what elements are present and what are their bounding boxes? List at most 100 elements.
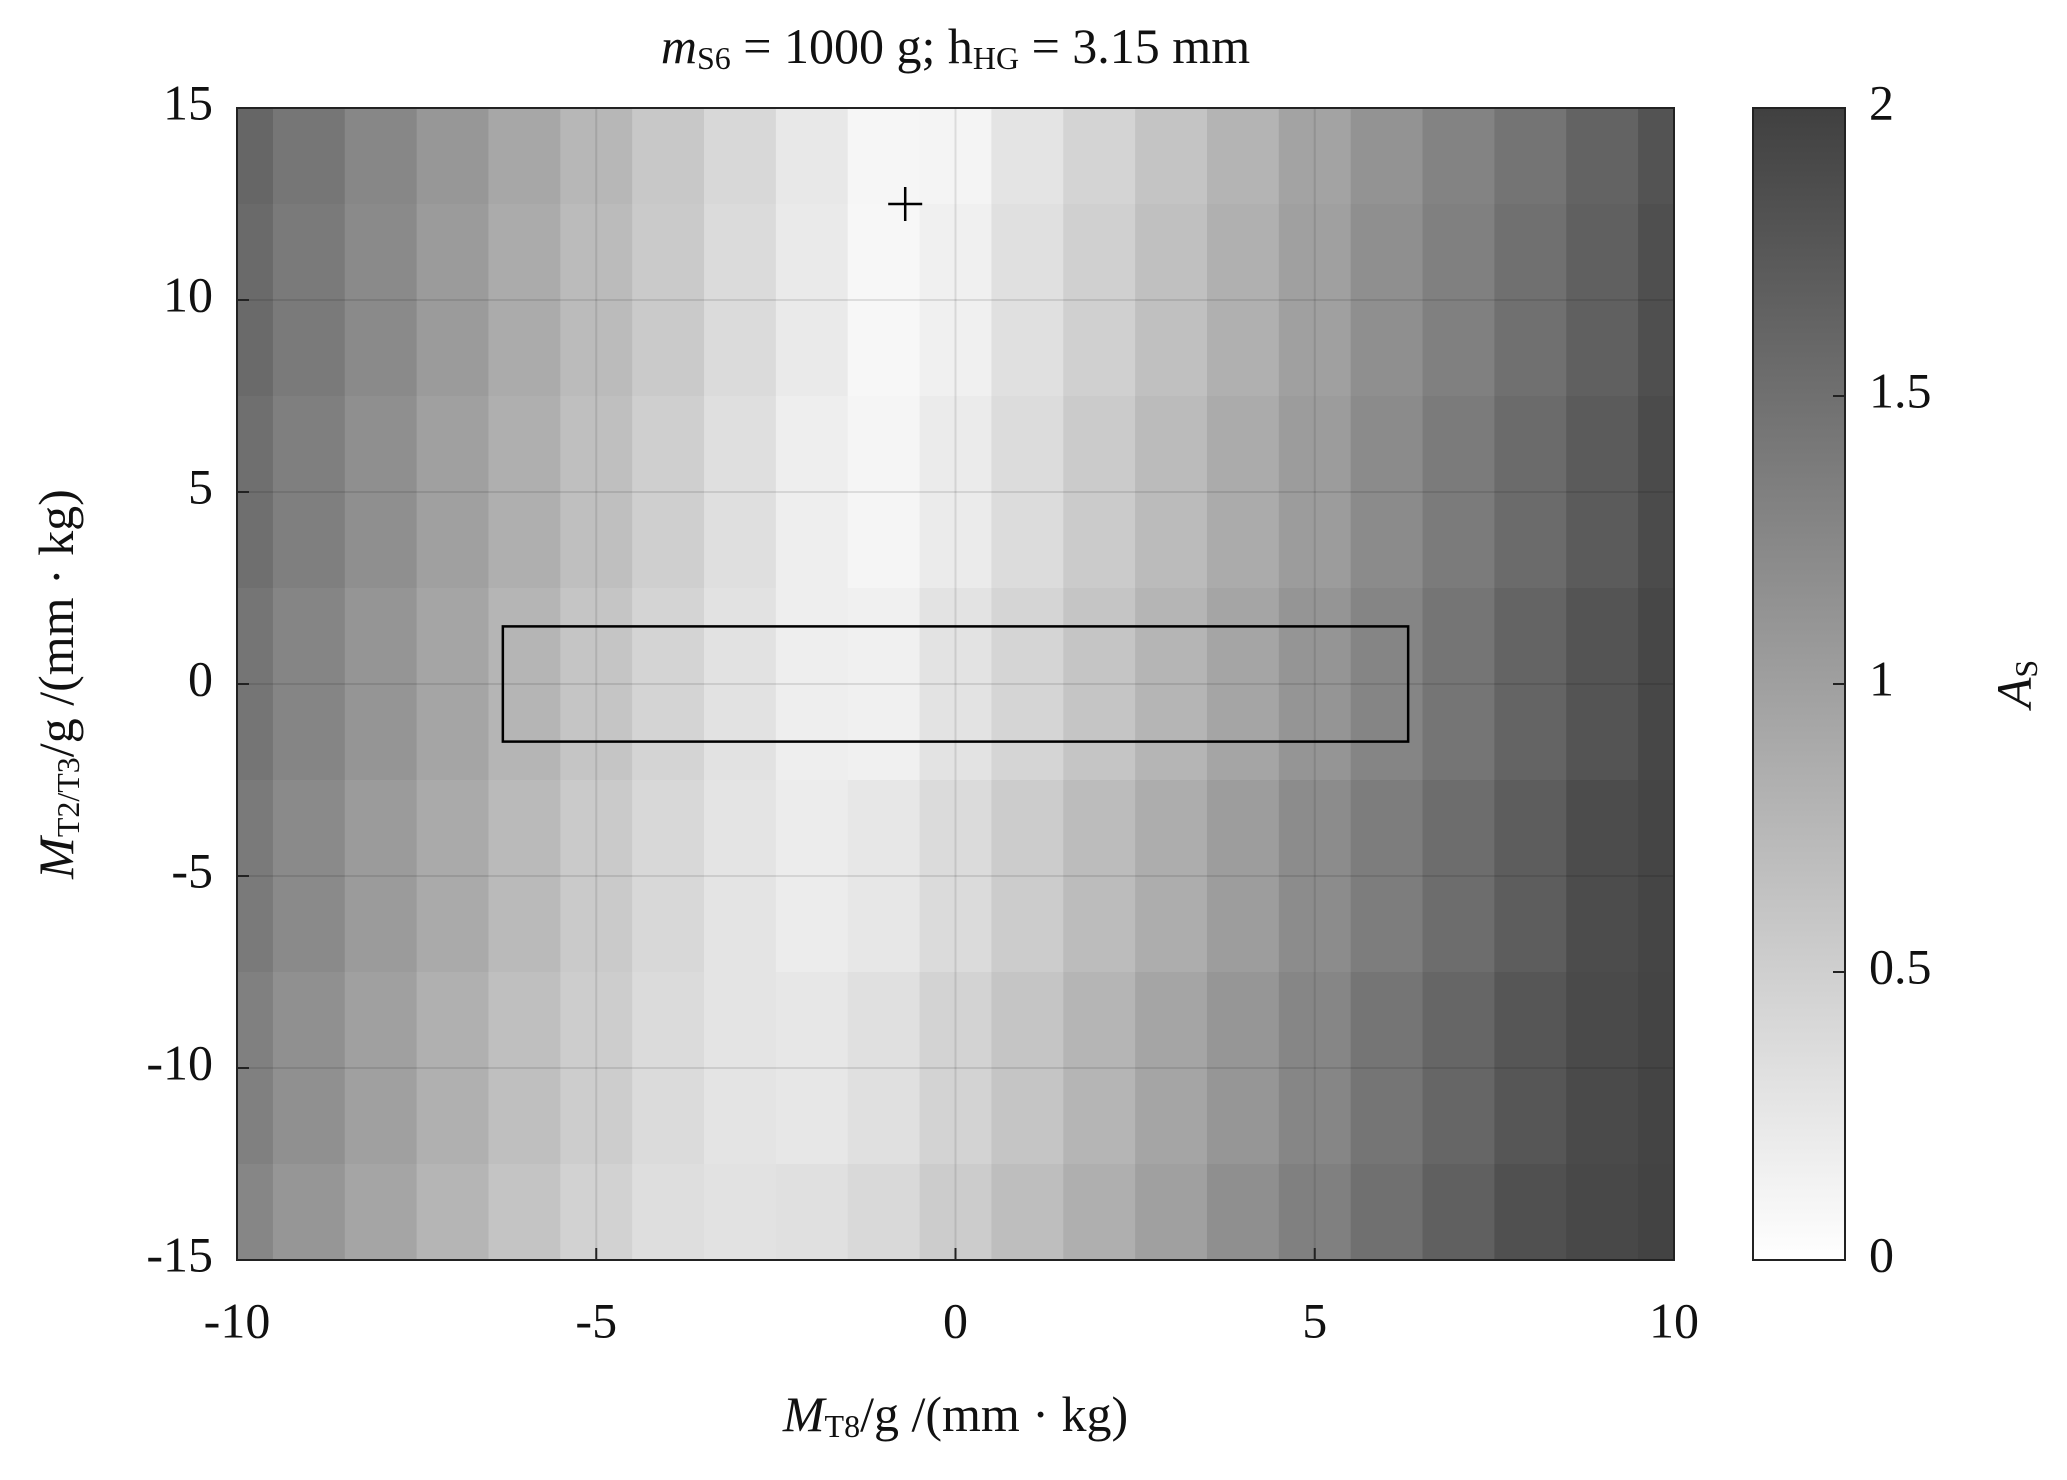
heat-cell xyxy=(1566,972,1639,1165)
heat-cell xyxy=(1494,588,1567,781)
colorbar-tick-label: 2 xyxy=(1869,74,1894,130)
heat-cell xyxy=(560,972,633,1165)
heat-cell xyxy=(847,396,921,589)
heat-cell xyxy=(847,204,921,397)
heat-cell xyxy=(1063,972,1136,1165)
heat-cell xyxy=(919,588,993,781)
heat-cell xyxy=(1135,1164,1208,1260)
heat-cell xyxy=(1063,780,1136,973)
colorbar_label-part: A xyxy=(1986,677,2042,711)
heat-cell xyxy=(560,396,633,589)
heat-cell xyxy=(488,588,561,781)
heat-cell xyxy=(1494,396,1567,589)
heat-cell xyxy=(632,108,705,205)
x-axis-label: MT8/g /(mm · kg) xyxy=(782,1386,1128,1444)
heat-cell xyxy=(272,1164,346,1260)
heat-cell xyxy=(560,1164,633,1260)
optimum-marker xyxy=(888,187,923,221)
heat-cell xyxy=(919,780,993,973)
heat-cell xyxy=(1278,1164,1352,1260)
heat-cell xyxy=(1638,588,1674,781)
heat-cell xyxy=(847,780,921,973)
heat-cell xyxy=(1422,396,1495,589)
heat-cell xyxy=(919,972,993,1165)
colorbar-tick-label: 0 xyxy=(1869,1226,1894,1282)
heat-cell xyxy=(1422,108,1495,205)
heat-cell xyxy=(1135,972,1208,1165)
heat-cell xyxy=(632,1164,705,1260)
heat-cell xyxy=(560,204,633,397)
title-part: = 1000 g; h xyxy=(731,18,973,74)
heat-cell xyxy=(991,108,1064,205)
heat-cell xyxy=(1350,108,1424,205)
overlay: -10 -5 0 5 10 -15 -10 -5 0 5 10 15 0 0.5 1 1.5 2 mS6 = 10… xyxy=(28,18,2044,1444)
heat-cell xyxy=(704,1164,777,1260)
heat-cell xyxy=(1566,204,1639,397)
y-tick-label: -15 xyxy=(146,1226,213,1282)
heat-cell xyxy=(632,204,705,397)
heat-cell xyxy=(1566,780,1639,973)
title-part: HG xyxy=(973,40,1019,76)
heat-cell xyxy=(1494,108,1567,205)
heat-cell xyxy=(1063,396,1136,589)
y-tick-label: 0 xyxy=(188,650,213,706)
heat-cell xyxy=(416,396,490,589)
heat-cell xyxy=(1638,780,1674,973)
heat-cell xyxy=(1063,108,1136,205)
heat-cell xyxy=(1638,396,1674,589)
heat-cell xyxy=(1278,204,1352,397)
heat-cell xyxy=(416,588,490,781)
heat-cell xyxy=(1206,780,1280,973)
heat-cell xyxy=(1494,780,1567,973)
heat-cell xyxy=(1063,588,1136,781)
heat-cell xyxy=(919,1164,993,1260)
x-tick-label: 0 xyxy=(943,1292,968,1348)
y-tick-label: 15 xyxy=(163,74,213,130)
heat-cell xyxy=(775,204,849,397)
y_label-part: T2/T3 xyxy=(50,757,86,837)
heat-cell xyxy=(272,780,346,973)
heat-cell xyxy=(1494,204,1567,397)
heat-cell xyxy=(1566,108,1639,205)
heat-cell xyxy=(704,588,777,781)
y_label-part: M xyxy=(28,835,84,880)
heat-cell xyxy=(991,588,1064,781)
heat-cell xyxy=(1494,1164,1567,1260)
heat-cell xyxy=(704,780,777,973)
heat-cell xyxy=(1350,588,1424,781)
title-part: m xyxy=(661,18,697,74)
heat-cell xyxy=(632,588,705,781)
heat-cell xyxy=(1063,1164,1136,1260)
heat-cell xyxy=(847,108,921,205)
heat-cell xyxy=(1278,780,1352,973)
heat-cell xyxy=(488,972,561,1165)
heat-cell xyxy=(1135,780,1208,973)
heat-cell xyxy=(1278,108,1352,205)
heat-cell xyxy=(344,108,418,205)
heatmap xyxy=(237,108,1674,1260)
heat-cell xyxy=(1566,1164,1639,1260)
heat-cell xyxy=(1063,204,1136,397)
heat-cell xyxy=(488,204,561,397)
heat-cell xyxy=(416,780,490,973)
heat-cell xyxy=(919,396,993,589)
heat-cell xyxy=(1494,972,1567,1165)
heat-cell xyxy=(775,588,849,781)
heat-cell xyxy=(847,972,921,1165)
heat-cell xyxy=(1638,204,1674,397)
heat-cell xyxy=(1422,588,1495,781)
heat-cell xyxy=(704,972,777,1165)
heat-cell xyxy=(488,780,561,973)
chart-title: mS6 = 1000 g; hHG = 3.15 mm xyxy=(661,18,1250,76)
heat-cell xyxy=(991,396,1064,589)
x_label-part: M xyxy=(782,1386,827,1442)
colorbar-tick-label: 1.5 xyxy=(1869,362,1932,418)
x_label-part: T8 xyxy=(825,1408,861,1444)
heat-cell xyxy=(1638,108,1674,205)
title-part: = 3.15 mm xyxy=(1019,18,1250,74)
heat-cell xyxy=(1206,204,1280,397)
heat-cell xyxy=(272,108,346,205)
heat-cell xyxy=(488,1164,561,1260)
heat-cell xyxy=(1350,396,1424,589)
